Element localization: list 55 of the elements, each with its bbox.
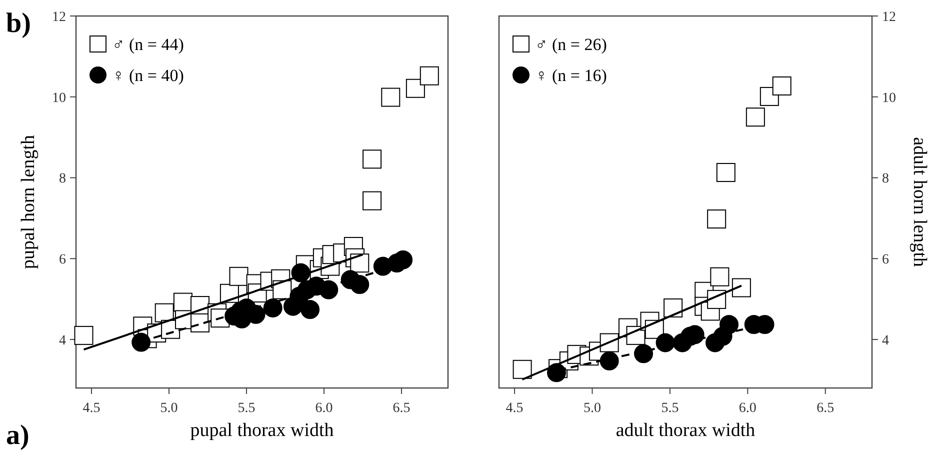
point	[319, 280, 338, 300]
legend-label: ♂ (n = 26)	[535, 35, 607, 54]
x-tick-label: 4.5	[82, 401, 100, 416]
legend-label: ♀ (n = 40)	[112, 66, 184, 85]
point	[720, 315, 739, 334]
x-tick-label: 6.5	[392, 401, 410, 416]
y-tick-label: 6	[59, 252, 66, 268]
point	[600, 351, 619, 370]
x-tick-label: 6.5	[816, 401, 834, 416]
y-tick-label: 8	[59, 172, 66, 187]
x-tick-label: 5.0	[160, 401, 178, 416]
y2-tick-label: 10	[882, 90, 896, 106]
point	[634, 344, 654, 364]
point	[350, 274, 370, 294]
point	[394, 250, 413, 270]
x-axis-title: adult thorax width	[616, 420, 756, 441]
point	[746, 108, 765, 127]
point	[716, 162, 736, 182]
legend-label: ♂ (n = 44)	[112, 35, 184, 54]
point	[710, 267, 730, 286]
point	[263, 298, 282, 318]
point	[406, 78, 425, 98]
y-axis-title: pupal horn length	[18, 134, 39, 270]
x-tick-label: 5.5	[661, 401, 679, 416]
point	[132, 332, 151, 352]
text: b)	[6, 8, 31, 39]
point	[772, 76, 792, 96]
x-tick-label: 4.5	[506, 401, 524, 416]
point	[512, 360, 532, 379]
x-tick-label: 6.0	[315, 401, 333, 416]
point	[229, 266, 248, 286]
y2-tick-label: 12	[882, 10, 896, 25]
x-axis-title: pupal thorax width	[190, 420, 334, 441]
point	[420, 66, 439, 86]
point	[707, 209, 726, 228]
x-tick-label: 6.0	[738, 401, 756, 416]
legend-label: ♀ (n = 16)	[535, 66, 607, 85]
point	[381, 88, 400, 107]
y2-tick-label: 8	[882, 172, 889, 187]
x-tick-label: 5.5	[238, 401, 256, 416]
y-tick-label: 12	[52, 10, 66, 25]
point	[732, 278, 751, 298]
y2-tick-label: 4	[882, 333, 889, 348]
y2-tick-label: 6	[882, 252, 889, 268]
point	[664, 298, 683, 318]
point	[300, 300, 320, 320]
point	[362, 191, 382, 210]
y2-axis-title: adult horn length	[909, 137, 930, 268]
point	[74, 326, 94, 345]
text: a)	[6, 420, 30, 451]
y-tick-label: 10	[52, 90, 66, 106]
point	[362, 150, 382, 169]
x-tick-label: 5.0	[584, 401, 601, 416]
point	[656, 333, 675, 352]
y-tick-label: 4	[59, 333, 66, 348]
